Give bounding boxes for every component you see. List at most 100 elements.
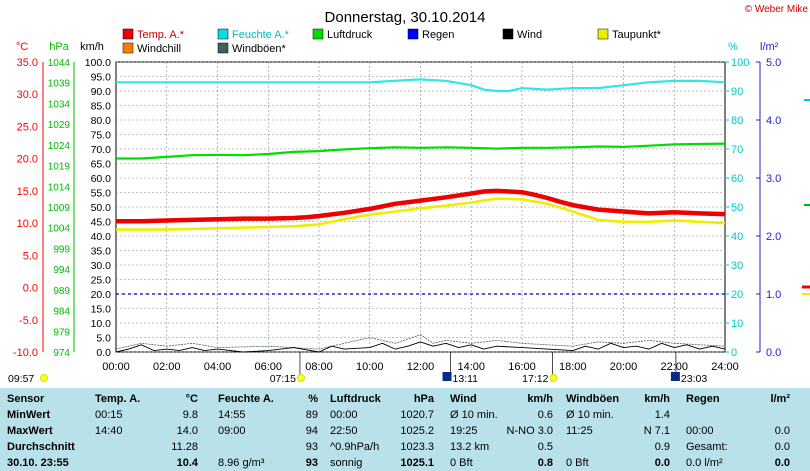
table-cell: 10.4 (176, 457, 198, 469)
temp-tick-label: 10.0 (17, 218, 38, 230)
chart-title: Donnerstag, 30.10.2014 (325, 9, 486, 26)
left-time-label: 09:57 (8, 373, 34, 385)
pressure-tick-label: 999 (53, 244, 70, 255)
humidity-tick-label: 60 (731, 173, 743, 185)
wind-tick-label: 50.0 (91, 202, 112, 214)
rain-tick-label: 0.0 (766, 347, 781, 359)
table-cell: Ø 10 min. (450, 409, 498, 421)
wind-tick-label: 30.0 (91, 260, 112, 272)
x-tick-label: 08:00 (305, 361, 333, 373)
wind-tick-label: 60.0 (91, 173, 112, 185)
pressure-tick-label: 979 (53, 327, 70, 338)
temp-tick-label: 30.0 (17, 89, 38, 101)
table-cell: 1023.3 (400, 441, 434, 453)
legend-label: Taupunkt* (612, 29, 662, 41)
x-tick-label: 10:00 (356, 361, 384, 373)
table-header: Sensor (7, 393, 45, 405)
pressure-tick-label: 1024 (48, 141, 71, 152)
wind-tick-label: 70.0 (91, 144, 112, 156)
table-cell: 1025.2 (400, 425, 434, 437)
rain-tick-label: 5.0 (766, 57, 781, 69)
x-tick-label: 16:00 (508, 361, 536, 373)
table-cell: 14:40 (95, 425, 123, 437)
x-tick-label: 02:00 (153, 361, 181, 373)
sunrise-icon (296, 374, 305, 382)
legend-label: Windböen* (232, 43, 287, 55)
rain-tick-label: 2.0 (766, 231, 781, 243)
humidity-tick-label: 30 (731, 260, 743, 272)
humidity-tick-label: 40 (731, 231, 743, 243)
x-tick-label: 22:00 (660, 361, 688, 373)
table-cell: 00:15 (95, 409, 123, 421)
x-tick-label: 06:00 (254, 361, 282, 373)
table-cell: Gesamt: (686, 441, 728, 453)
table-cell: 0.0 l/m² (686, 457, 723, 469)
table-cell: 1025.1 (400, 457, 434, 469)
table-header: km/h (644, 393, 670, 405)
legend-label: Regen (422, 29, 454, 41)
temp-tick-label: -5.0 (19, 315, 38, 327)
table-cell: 93 (305, 457, 318, 469)
x-tick-label: 14:00 (457, 361, 485, 373)
legend-swatch (407, 28, 419, 40)
pressure-tick-label: 1004 (48, 224, 71, 235)
table-cell: 0.9 (654, 441, 670, 453)
humidity-tick-label: 50 (731, 202, 743, 214)
rain-unit: l/m² (760, 41, 779, 53)
humidity-tick-label: 90 (731, 86, 743, 98)
wind-unit: km/h (80, 41, 104, 53)
table-header: l/m² (770, 393, 790, 405)
table-header: km/h (527, 393, 553, 405)
table-header: °C (185, 393, 198, 405)
wind-tick-label: 45.0 (91, 217, 112, 229)
table-cell: 0.6 (537, 409, 553, 421)
series-line-taupunkt (116, 197, 726, 231)
series-line-luftdruck (116, 142, 726, 160)
wind-tick-label: 95.0 (91, 72, 112, 84)
table-cell: N 7.1 (643, 425, 670, 437)
table-cell: 00:00 (686, 425, 714, 437)
table-cell: N-NO 3.0 (506, 425, 553, 437)
legend-swatch (217, 28, 229, 40)
legend-swatch (312, 28, 324, 40)
pressure-tick-label: 1044 (48, 58, 71, 69)
temp-tick-label: 35.0 (17, 57, 38, 69)
table-cell: 19:25 (450, 425, 478, 437)
wind-tick-label: 85.0 (91, 101, 112, 113)
table-cell: 9.8 (182, 409, 198, 421)
x-tick-label: 18:00 (559, 361, 587, 373)
table-cell: 0.8 (537, 457, 553, 469)
wind-tick-label: 55.0 (91, 188, 112, 200)
wind-tick-label: 65.0 (91, 159, 112, 171)
table-header: hPa (413, 393, 434, 405)
table-cell: 30.10. 23:55 (7, 457, 69, 469)
sunset-icon (549, 374, 558, 382)
weather-chart: Donnerstag, 30.10.2014 © Weber Mike Temp. … (8, 4, 810, 385)
humidity-tick-label: 100 (731, 57, 749, 69)
table-header: Luftdruck (330, 393, 381, 405)
x-tick-label: 24:00 (711, 361, 739, 373)
table-cell: 09:00 (218, 425, 246, 437)
pressure-tick-label: 1019 (48, 162, 71, 173)
legend-label: Temp. A.* (137, 29, 185, 41)
wind-tick-label: 20.0 (91, 289, 112, 301)
table-cell: sonnig (330, 457, 363, 469)
pressure-tick-label: 1034 (48, 99, 71, 110)
table-cell: 14:55 (218, 409, 246, 421)
table-cell: MaxWert (7, 425, 53, 437)
table-cell: 94 (305, 425, 318, 437)
legend-swatch (122, 42, 134, 54)
table-cell: 0 Bft (450, 457, 473, 469)
wind-tick-label: 40.0 (91, 231, 112, 243)
table-cell: 22:50 (330, 425, 358, 437)
table-cell: 00:00 (330, 409, 358, 421)
pressure-tick-label: 1029 (48, 120, 71, 131)
series-line-wind (115, 341, 726, 353)
wind-tick-label: 80.0 (91, 115, 112, 127)
moon-icon (442, 372, 452, 381)
rain-tick-label: 1.0 (766, 289, 781, 301)
table-cell: 89 (305, 409, 318, 421)
table-cell: 0 Bft (566, 457, 589, 469)
wind-tick-label: 10.0 (91, 318, 112, 330)
temp-tick-label: -10.0 (13, 347, 38, 359)
